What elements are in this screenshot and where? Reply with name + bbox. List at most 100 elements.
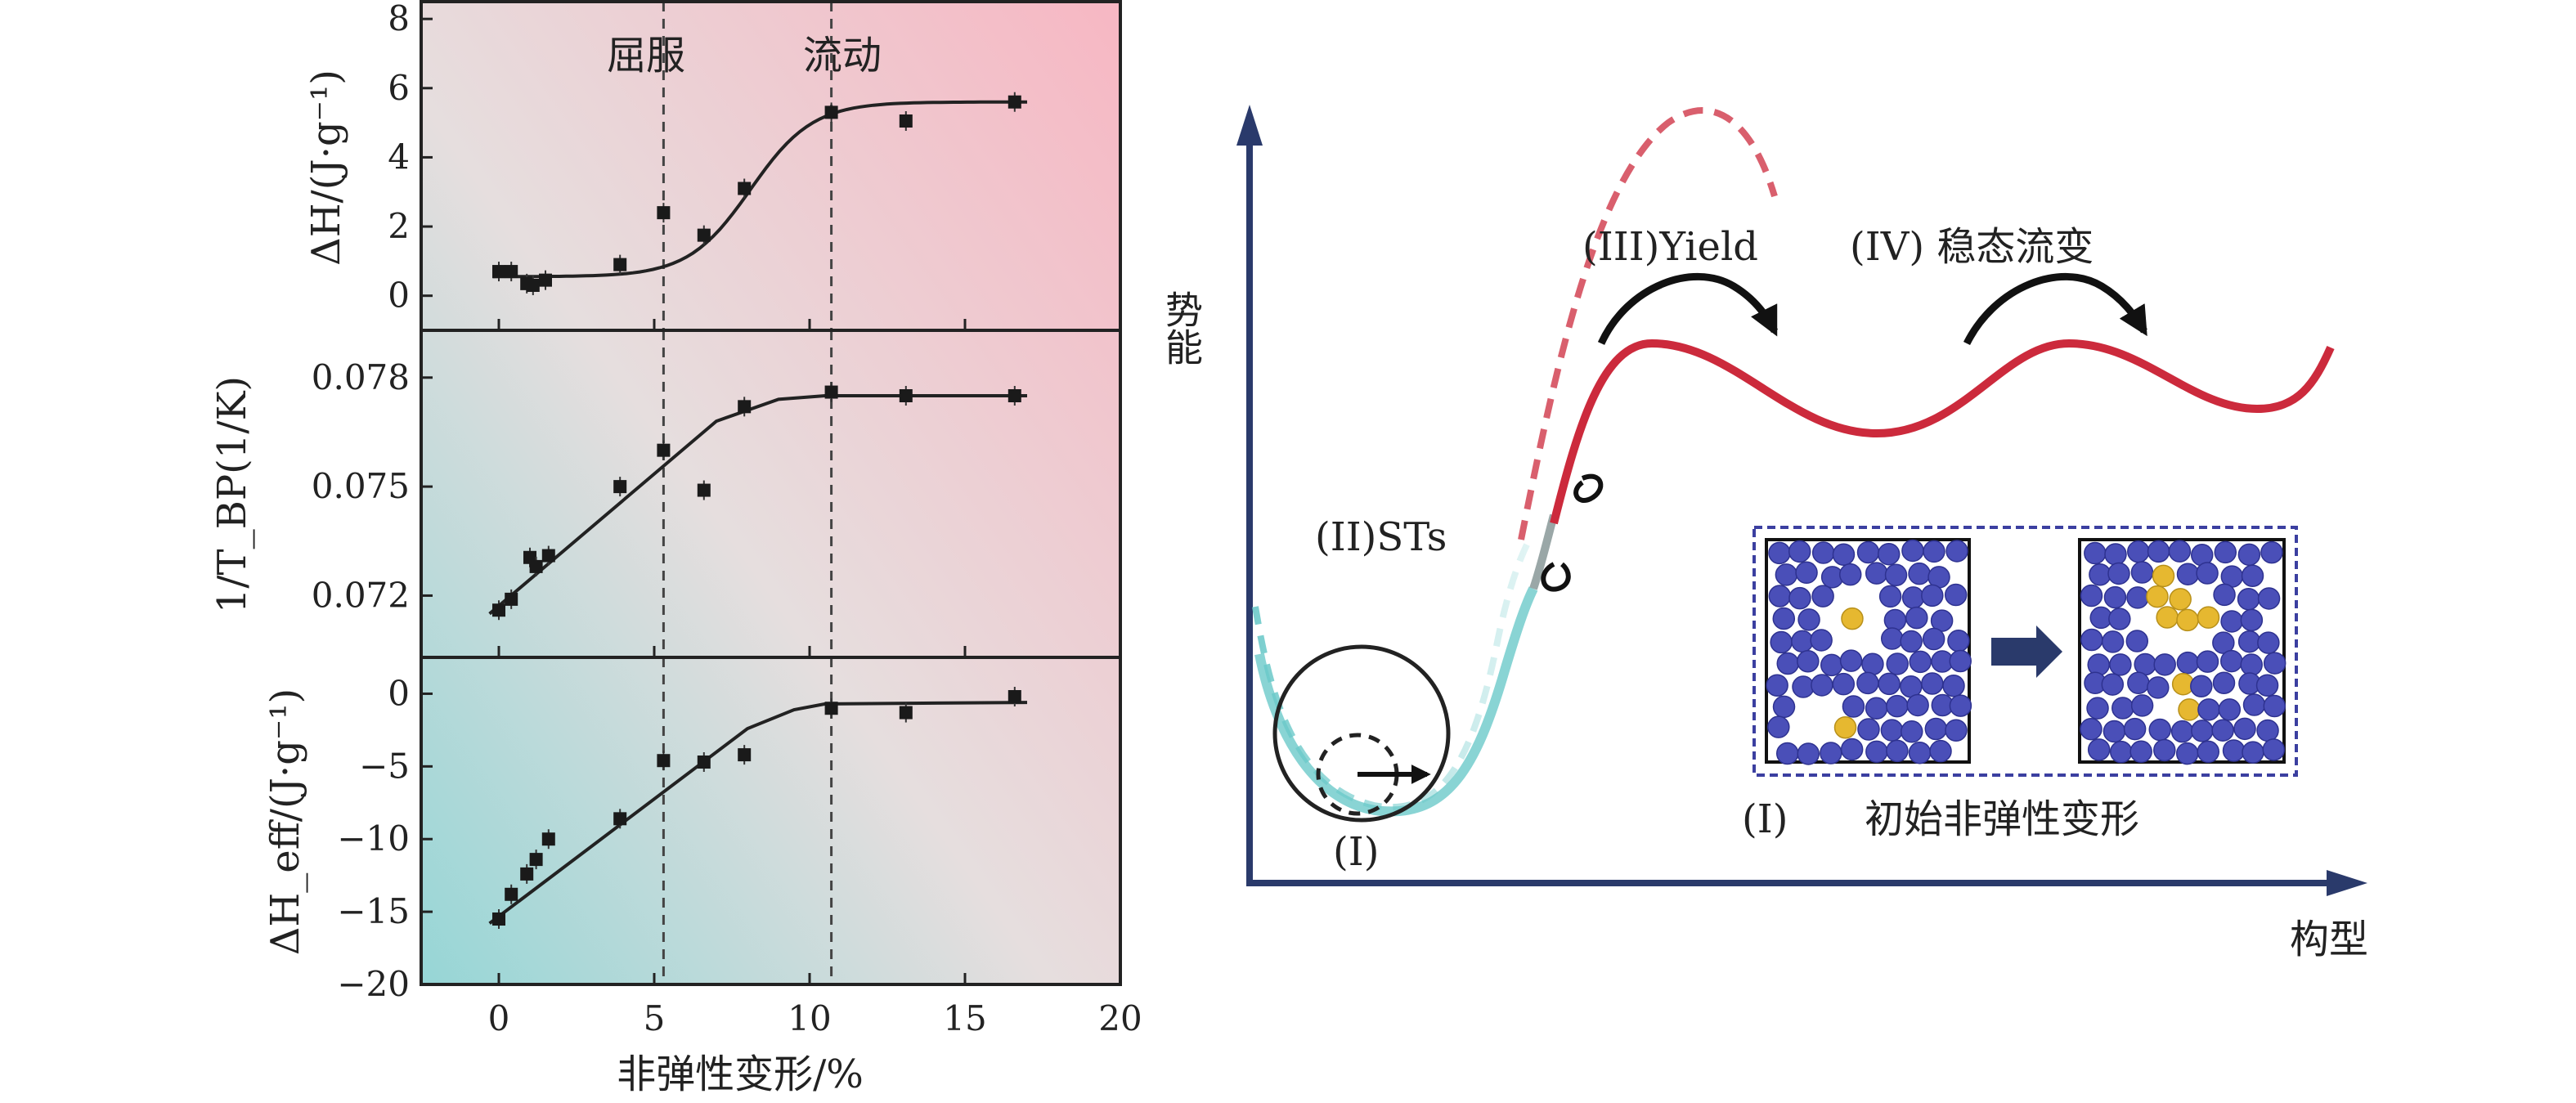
atom-blue	[1945, 719, 1968, 742]
atom-blue	[1839, 649, 1863, 672]
atom-blue	[1768, 585, 1792, 608]
atom-blue	[2242, 693, 2266, 716]
atom-blue	[2103, 720, 2126, 743]
ytick-label-0-4: 8	[388, 0, 410, 38]
high-barrier-dashed-curve	[1518, 107, 1778, 540]
atom-blue	[1776, 652, 1799, 675]
xtick-label-1: 5	[644, 998, 666, 1038]
ytick-label-1-2: 0.078	[312, 357, 410, 397]
atom-blue	[2220, 649, 2243, 673]
atom-blue	[1768, 541, 1791, 565]
atom-blue	[2107, 562, 2130, 585]
fit-line-2	[488, 701, 1028, 925]
atom-blue	[2212, 671, 2236, 695]
atom-blue	[1772, 607, 1796, 630]
top-ylabel: ΔH/(J·g⁻¹)	[303, 69, 349, 266]
atom-blue	[2211, 719, 2234, 742]
potential-energy-label: 势能	[1160, 290, 1204, 365]
data-point-0-0	[492, 265, 505, 279]
atom-blue	[1775, 563, 1798, 586]
atom-blue	[2168, 540, 2192, 563]
atom-blue	[2170, 720, 2194, 743]
atom-blue	[1767, 715, 1790, 738]
atom-blue	[1811, 585, 1834, 608]
data-point-2-6	[657, 754, 671, 768]
data-point-0-8	[738, 182, 752, 195]
data-point-2-1	[505, 887, 518, 901]
atom-blue	[1944, 583, 1968, 607]
atom-blue	[2109, 740, 2133, 764]
atom-blue	[2104, 543, 2127, 566]
diagram-y-arrowhead	[1236, 105, 1263, 146]
ytick-label-1-1: 0.075	[312, 466, 410, 506]
atom-yellow	[2156, 606, 2179, 629]
atom-blue	[1857, 718, 1880, 741]
atom-blue	[2129, 740, 2152, 764]
atom-blue	[1766, 674, 1788, 697]
atom-blue	[2148, 718, 2171, 742]
atom-blue	[2256, 719, 2279, 742]
atom-blue	[2241, 564, 2264, 587]
atom-blue	[2130, 561, 2154, 584]
ytick-label-0-2: 4	[388, 137, 410, 177]
atom-blue	[1795, 561, 1818, 585]
data-point-0-1	[505, 265, 518, 279]
atom-blue	[1772, 695, 1796, 719]
ytick-label-2-0: 0	[388, 673, 410, 713]
atom-blue	[2086, 697, 2109, 720]
atom-blue	[2263, 652, 2287, 675]
xtick-label-4: 20	[1098, 998, 1142, 1038]
data-point-1-10	[899, 389, 913, 402]
atom-blue	[1924, 717, 1948, 741]
atom-blue	[1886, 739, 1909, 763]
energy-diagram: 势能 构型 (III)Yield (IV) 稳态流变 (II)STs (I)	[1160, 105, 2368, 962]
atom-blue	[2240, 653, 2263, 676]
atom-blue	[2242, 741, 2264, 764]
data-point-2-4	[541, 832, 555, 846]
atom-blue	[2240, 608, 2264, 632]
atom-blue	[1856, 540, 1880, 564]
data-point-2-3	[529, 853, 543, 867]
atom-blue	[1865, 697, 1888, 720]
data-point-1-0	[492, 603, 505, 617]
atom-yellow	[2152, 564, 2175, 588]
fit-line-1	[488, 394, 1027, 616]
atom-yellow	[2178, 698, 2201, 721]
atom-blue	[2262, 738, 2286, 761]
data-point-2-8	[738, 748, 752, 762]
atom-blue	[2191, 720, 2214, 742]
inset-label-initial: (I)	[1742, 796, 1788, 842]
atom-blue	[1906, 693, 1929, 717]
flow-arrow	[1963, 272, 2147, 346]
data-point-2-9	[824, 702, 838, 715]
configuration-label: 构型	[2290, 917, 2368, 962]
ytick-label-2-1: −5	[359, 746, 410, 786]
atom-blue	[1921, 584, 1944, 608]
atom-blue	[2109, 653, 2132, 676]
atom-blue	[1921, 672, 1944, 695]
atom-yellow	[1841, 607, 1864, 630]
ytick-label-2-2: −10	[337, 818, 410, 859]
data-point-0-6	[657, 206, 671, 220]
atom-blue	[2130, 694, 2154, 717]
well-solid-curve	[1254, 586, 1538, 817]
atom-blue	[1810, 629, 1833, 652]
atom-blue	[2103, 585, 2127, 609]
data-point-1-11	[1008, 389, 1021, 402]
atom-blue	[1905, 606, 1928, 630]
st-arrow-lower	[1541, 562, 1571, 592]
atom-blue	[2080, 628, 2103, 652]
data-point-1-4	[541, 549, 555, 563]
ytick-label-0-3: 6	[388, 68, 410, 108]
flow-curve	[1550, 339, 2335, 525]
atom-blue	[1865, 562, 1888, 585]
atom-blue	[2197, 698, 2220, 721]
atom-blue	[1811, 541, 1835, 564]
atom-blue	[1949, 694, 1972, 717]
atom-blue	[2255, 674, 2279, 697]
atom-blue	[1923, 540, 1945, 563]
data-point-1-1	[505, 592, 518, 606]
data-point-2-0	[492, 912, 505, 926]
ytick-label-1-0: 0.072	[312, 575, 410, 615]
